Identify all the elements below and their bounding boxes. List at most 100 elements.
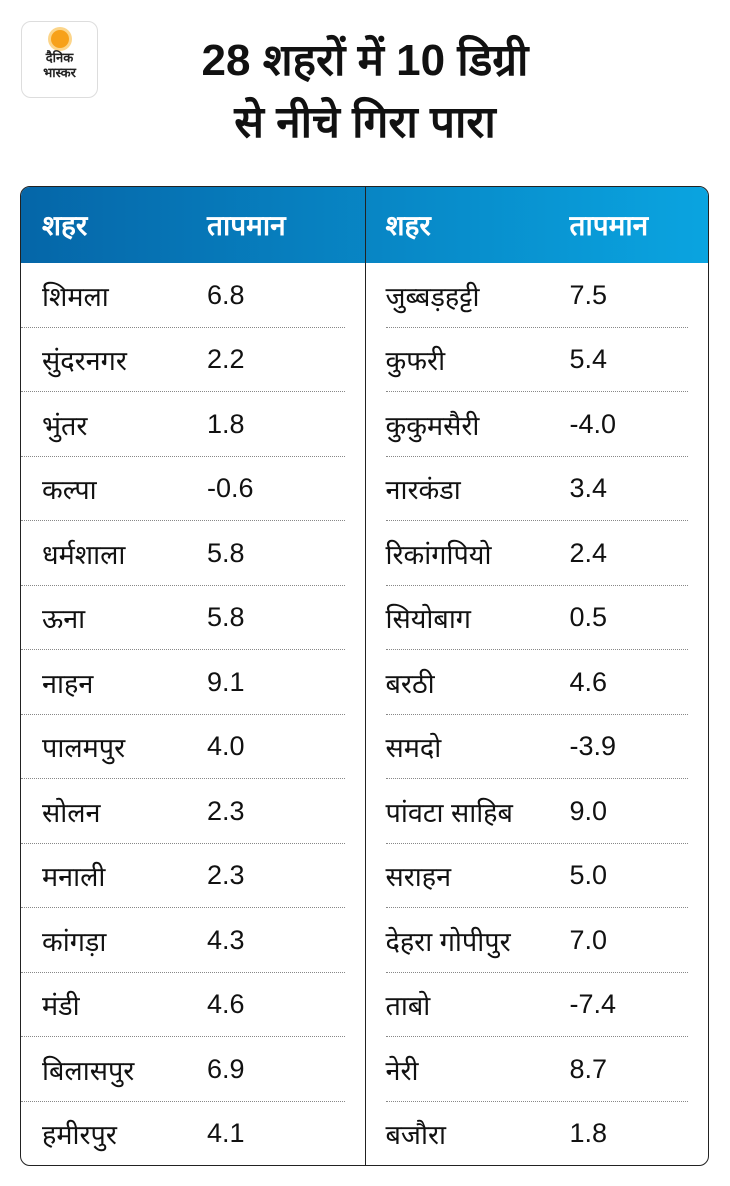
temperature-cell: 5.4 bbox=[569, 344, 608, 375]
table-row: कुकुमसैरी -4.0 bbox=[366, 392, 709, 457]
title-line2: से नीचे गिरा पारा bbox=[234, 98, 496, 147]
temperature-cell: -7.4 bbox=[569, 989, 617, 1020]
logo-line1: दैनिक bbox=[45, 50, 74, 65]
header-city: शहर bbox=[385, 210, 431, 241]
temperature-cell: 2.3 bbox=[207, 860, 245, 891]
temperature-cell: 1.8 bbox=[207, 408, 245, 439]
table-row: सोलन 2.3 bbox=[21, 779, 365, 844]
city-cell: कांगड़ा bbox=[42, 926, 107, 957]
temperature-cell: 7.5 bbox=[569, 279, 608, 310]
temperature-cell: 9.1 bbox=[207, 666, 245, 697]
header-city: शहर bbox=[42, 210, 88, 241]
table-header: शहर तापमान bbox=[366, 187, 709, 263]
table-row: नारकंडा 3.4 bbox=[366, 457, 709, 522]
table-row: पालमपुर 4.0 bbox=[21, 715, 365, 780]
table-row: नाहन 9.1 bbox=[21, 650, 365, 715]
table-row: हमीरपुर 4.1 bbox=[21, 1102, 365, 1166]
table-row: मंडी 4.6 bbox=[21, 973, 365, 1038]
temperature-cell: 5.0 bbox=[569, 860, 608, 891]
city-cell: कुकुमसैरी bbox=[385, 410, 480, 441]
table-row: कल्पा -0.6 bbox=[21, 457, 365, 522]
table-row: कांगड़ा 4.3 bbox=[21, 908, 365, 973]
city-cell: सियोबाग bbox=[385, 604, 472, 635]
temperature-cell: 5.8 bbox=[207, 602, 245, 633]
city-cell: मनाली bbox=[42, 862, 106, 893]
temperature-cell: 4.6 bbox=[207, 989, 245, 1020]
table-header: शहर तापमान bbox=[21, 187, 365, 263]
table-row: कुफरी 5.4 bbox=[366, 328, 709, 393]
city-cell: पांवटा साहिब bbox=[385, 797, 513, 828]
temperature-cell: 6.9 bbox=[207, 1053, 245, 1084]
city-cell: हमीरपुर bbox=[42, 1120, 117, 1151]
city-cell: देहरा गोपीपुर bbox=[385, 926, 511, 957]
city-cell: नाहन bbox=[42, 668, 94, 699]
header-temperature: तापमान bbox=[569, 210, 649, 241]
temperature-cell: 9.0 bbox=[569, 795, 608, 826]
city-cell: जुब्बड़हट्टी bbox=[385, 281, 480, 312]
table-row: नेरी 8.7 bbox=[366, 1037, 709, 1102]
page-title: 28 शहरों में 10 डिग्री से नीचे गिरा पारा bbox=[110, 30, 620, 154]
table-right-half: शहर तापमान जुब्बड़हट्टी 7.5 कुफरी 5.4 कुकुमस… bbox=[364, 187, 709, 1166]
city-cell: बिलासपुर bbox=[42, 1055, 135, 1086]
table-row: सुंदरनगर 2.2 bbox=[21, 328, 365, 393]
table-row: जुब्बड़हट्टी 7.5 bbox=[366, 263, 709, 328]
city-cell: ऊना bbox=[42, 604, 86, 635]
table-row: बजौरा 1.8 bbox=[366, 1102, 709, 1166]
table-row: शिमला 6.8 bbox=[21, 263, 365, 328]
city-cell: भुंतर bbox=[42, 410, 88, 441]
city-cell: बरठी bbox=[385, 668, 435, 699]
city-cell: शिमला bbox=[42, 281, 109, 312]
header-temperature: तापमान bbox=[207, 210, 286, 241]
table-row: रिकांगपियो 2.4 bbox=[366, 521, 709, 586]
temperature-table: शहर तापमान शिमला 6.8 सुंदरनगर 2.2 भुंतर 1.8 कल… bbox=[20, 186, 709, 1166]
logo-line2: भास्कर bbox=[43, 65, 76, 80]
temperature-cell: 4.0 bbox=[207, 731, 245, 762]
table-left-half: शहर तापमान शिमला 6.8 सुंदरनगर 2.2 भुंतर 1.8 कल… bbox=[21, 187, 365, 1165]
city-cell: धर्मशाला bbox=[42, 539, 126, 570]
city-cell: मंडी bbox=[42, 991, 80, 1022]
table-row: सियोबाग 0.5 bbox=[366, 586, 709, 651]
temperature-cell: -4.0 bbox=[569, 408, 617, 439]
table-row: भुंतर 1.8 bbox=[21, 392, 365, 457]
temperature-cell: 7.0 bbox=[569, 924, 608, 955]
temperature-cell: -0.6 bbox=[207, 473, 254, 504]
city-cell: कल्पा bbox=[42, 475, 97, 506]
temperature-cell: 2.4 bbox=[569, 537, 608, 568]
city-cell: बजौरा bbox=[385, 1120, 446, 1151]
table-row: बरठी 4.6 bbox=[366, 650, 709, 715]
table-row: देहरा गोपीपुर 7.0 bbox=[366, 908, 709, 973]
city-cell: नारकंडा bbox=[385, 475, 461, 506]
table-row: पांवटा साहिब 9.0 bbox=[366, 779, 709, 844]
city-cell: समदो bbox=[385, 733, 442, 764]
temperature-cell: 2.3 bbox=[207, 795, 245, 826]
city-cell: सोलन bbox=[42, 797, 101, 828]
temperature-cell: 6.8 bbox=[207, 279, 245, 310]
city-cell: पालमपुर bbox=[42, 733, 126, 764]
table-row: मनाली 2.3 bbox=[21, 844, 365, 909]
table-row: धर्मशाला 5.8 bbox=[21, 521, 365, 586]
sun-icon bbox=[50, 30, 69, 48]
city-cell: सुंदरनगर bbox=[42, 346, 127, 377]
city-cell: सराहन bbox=[385, 862, 452, 893]
temperature-cell: 4.6 bbox=[569, 666, 608, 697]
table-row: ऊना 5.8 bbox=[21, 586, 365, 651]
temperature-cell: 4.3 bbox=[207, 924, 245, 955]
table-row: सराहन 5.0 bbox=[366, 844, 709, 909]
city-cell: कुफरी bbox=[385, 346, 446, 377]
table-row: समदो -3.9 bbox=[366, 715, 709, 780]
city-cell: ताबो bbox=[385, 991, 431, 1022]
temperature-cell: 1.8 bbox=[569, 1118, 608, 1149]
title-line1: 28 शहरों में 10 डिग्री bbox=[201, 36, 529, 85]
temperature-cell: 4.1 bbox=[207, 1118, 245, 1149]
city-cell: रिकांगपियो bbox=[385, 539, 492, 570]
table-row: ताबो -7.4 bbox=[366, 973, 709, 1038]
temperature-cell: 2.2 bbox=[207, 344, 245, 375]
temperature-cell: 5.8 bbox=[207, 537, 245, 568]
city-cell: नेरी bbox=[385, 1055, 419, 1086]
temperature-cell: -3.9 bbox=[569, 731, 617, 762]
temperature-cell: 8.7 bbox=[569, 1053, 608, 1084]
table-row: बिलासपुर 6.9 bbox=[21, 1037, 365, 1102]
temperature-cell: 3.4 bbox=[569, 473, 608, 504]
temperature-cell: 0.5 bbox=[569, 602, 608, 633]
dainik-bhaskar-logo: दैनिक भास्कर bbox=[21, 21, 98, 98]
